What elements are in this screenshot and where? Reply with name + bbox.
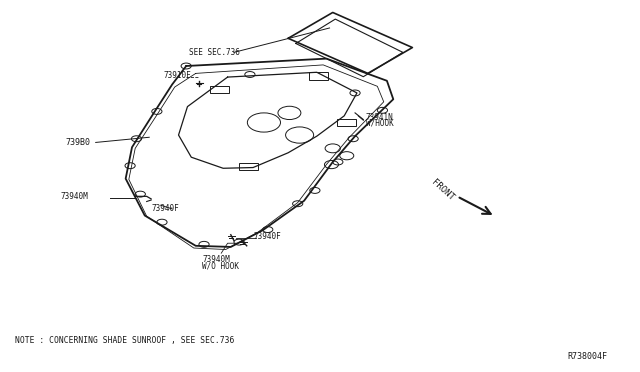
Text: NOTE : CONCERNING SHADE SUNROOF , SEE SEC.736: NOTE : CONCERNING SHADE SUNROOF , SEE SE… bbox=[15, 336, 235, 345]
Text: 73940F: 73940F bbox=[253, 232, 281, 241]
Bar bbox=[210, 86, 229, 93]
Text: 73940M: 73940M bbox=[60, 192, 88, 201]
Text: W/HOOK: W/HOOK bbox=[366, 119, 394, 128]
Text: SEE SEC.736: SEE SEC.736 bbox=[189, 48, 240, 57]
Text: 73910F: 73910F bbox=[164, 71, 191, 80]
Text: W/O HOOK: W/O HOOK bbox=[202, 261, 239, 270]
Text: FRONT: FRONT bbox=[429, 178, 455, 203]
Bar bbox=[337, 119, 356, 126]
Text: 73940F: 73940F bbox=[151, 204, 179, 214]
Text: 73941N: 73941N bbox=[366, 113, 394, 122]
Bar bbox=[309, 72, 328, 80]
Text: 739B0: 739B0 bbox=[65, 138, 90, 147]
Text: R738004F: R738004F bbox=[568, 352, 607, 361]
Text: 73940M: 73940M bbox=[202, 255, 230, 264]
Bar bbox=[239, 163, 258, 170]
